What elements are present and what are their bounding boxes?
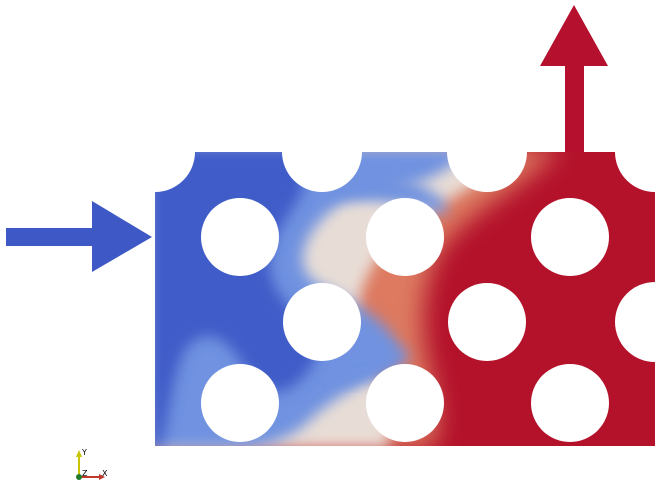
up-arrow-icon bbox=[540, 5, 608, 152]
axis-y-label: Y bbox=[81, 448, 87, 457]
orientation-axes: Y Z X bbox=[76, 448, 108, 480]
axis-x-label: X bbox=[102, 469, 108, 478]
axis-z-label: Z bbox=[82, 469, 88, 478]
temperature-field bbox=[150, 148, 655, 448]
right-arrow-icon bbox=[6, 201, 152, 272]
